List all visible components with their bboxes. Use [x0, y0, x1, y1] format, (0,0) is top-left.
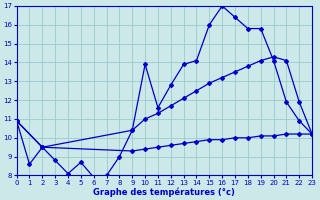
X-axis label: Graphe des températures (°c): Graphe des températures (°c)	[93, 187, 235, 197]
